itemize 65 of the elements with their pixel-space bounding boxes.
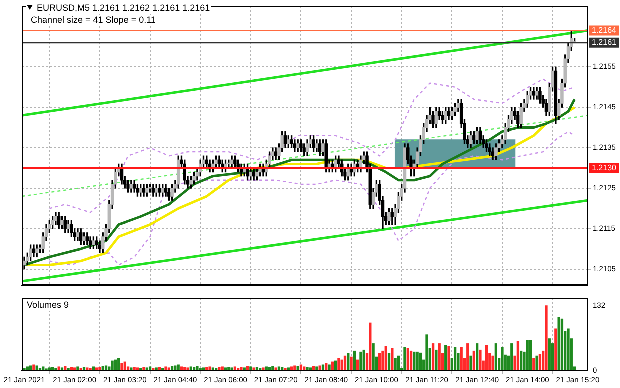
line-series xyxy=(49,78,576,214)
bar xyxy=(413,352,416,371)
bar xyxy=(372,344,375,371)
line-series xyxy=(49,131,576,266)
bar xyxy=(510,344,514,371)
bar xyxy=(454,346,457,371)
bar xyxy=(142,367,146,371)
bar xyxy=(426,334,428,371)
bar xyxy=(548,338,551,371)
bar xyxy=(391,348,394,371)
bar xyxy=(369,322,372,371)
ref-line-label: 1.2161 xyxy=(592,38,618,48)
bar xyxy=(536,356,538,371)
bar xyxy=(306,367,309,371)
bar xyxy=(545,306,548,371)
text: Channel size = 41 Slope = 0.11 xyxy=(30,15,157,26)
bar xyxy=(560,318,564,371)
ref-line-label: 1.2130 xyxy=(592,163,618,172)
bar xyxy=(492,356,494,371)
bar xyxy=(120,363,124,371)
bar xyxy=(164,366,168,371)
bar xyxy=(567,328,570,371)
bar xyxy=(394,358,397,371)
bar xyxy=(516,341,520,371)
bar xyxy=(338,358,340,371)
bar xyxy=(470,356,472,371)
bar xyxy=(435,350,438,371)
bar xyxy=(32,364,36,371)
bar xyxy=(466,344,470,371)
bar xyxy=(384,346,388,371)
chart-title: Volumes 9 xyxy=(27,300,70,310)
bar xyxy=(432,344,435,371)
bar xyxy=(272,366,274,371)
bar xyxy=(294,366,296,371)
bar xyxy=(316,366,318,371)
chart-title: EURUSD,M5 1.2161 1.2162 1.2161 1.2161 xyxy=(37,3,210,13)
bar xyxy=(460,346,463,371)
bar xyxy=(494,344,498,371)
bar xyxy=(501,346,504,371)
bar xyxy=(196,366,199,371)
bar xyxy=(479,350,482,371)
bar xyxy=(485,345,488,371)
bar xyxy=(416,352,419,371)
bar xyxy=(558,317,560,371)
bar xyxy=(476,344,479,371)
bar xyxy=(554,328,558,371)
bar xyxy=(529,340,532,371)
bar xyxy=(404,346,406,371)
bar xyxy=(133,367,136,371)
bar xyxy=(448,346,450,371)
bar xyxy=(218,367,221,371)
bar xyxy=(76,366,80,371)
bar xyxy=(208,366,212,371)
bar xyxy=(406,348,410,371)
ref-line-label: 1.2164 xyxy=(592,26,618,35)
bar xyxy=(98,367,102,371)
bar xyxy=(240,367,243,371)
bar xyxy=(438,344,441,371)
bar xyxy=(360,352,362,371)
bar xyxy=(526,340,529,371)
bar xyxy=(444,345,448,371)
bar xyxy=(350,356,353,371)
bar xyxy=(328,364,331,371)
bar xyxy=(111,360,114,371)
bar xyxy=(174,366,177,371)
